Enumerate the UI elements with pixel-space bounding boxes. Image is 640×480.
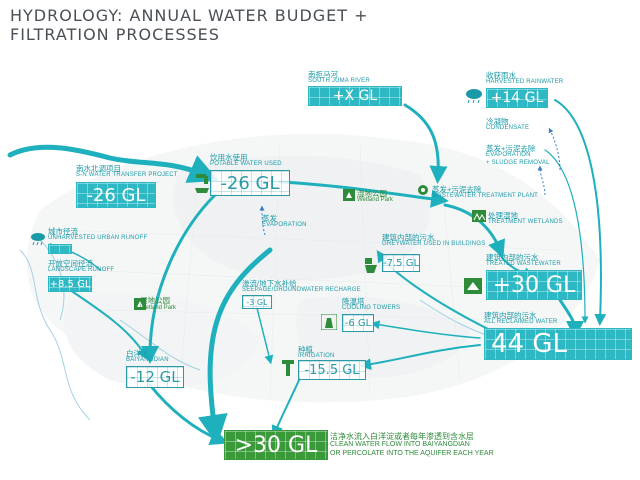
rainwater-en: HARVESTED RAINWATER: [486, 79, 564, 85]
urban-runoff-en: UNHARVESTED URBAN RUNOFF: [48, 235, 148, 241]
evap-arrow-3: [259, 205, 266, 236]
irrigation-value: -15.5 GL: [298, 360, 366, 380]
rain-cloud-icon: [466, 89, 482, 104]
urban-runoff-bar: [48, 244, 72, 254]
toilet-icon: [365, 258, 377, 273]
greywater-value: -7.5 GL: [382, 254, 420, 272]
potable-value: -26 GL: [210, 170, 290, 196]
wastewater-plant-en: WASTEWATER TREATMENT PLANT: [432, 193, 538, 199]
evap-sludge-en2: + SLUDGE REMOVAL: [486, 160, 550, 166]
baiyangdian-value: -12 GL: [126, 366, 184, 388]
flow-bai-to-clean: [148, 383, 229, 446]
transfer-en: S-N WATER TRANSFER PROJECT: [76, 172, 178, 178]
faucet-icon: [195, 174, 209, 193]
clean-flow-cn: 洁净水流入白洋淀或者每年渗透到含水层: [330, 432, 474, 441]
rainwater-value: +14 GL: [486, 88, 548, 108]
potable-en: POTABLE WATER USED: [210, 161, 282, 167]
urban-runoff-cn: 城市径流: [48, 227, 78, 236]
treated-water-icon: [464, 278, 482, 294]
wetland-park-1-en: Wetland Park: [357, 197, 393, 203]
baiyangdian-cn: 白洋淀: [126, 349, 149, 358]
evaporation-en: EVAPORATION: [262, 222, 307, 228]
cooling-value: -6 GL: [342, 314, 374, 332]
cooling-cn: 降温塔: [342, 297, 365, 306]
cooling-en: COOLING TOWERS: [342, 305, 401, 311]
clean-flow-en2: OR PERCOLATE INTO THE AQUIFER EACH YEAR: [330, 450, 494, 457]
flow-reclaimed-to-irrigation: [359, 344, 481, 371]
evaporation-cn: 蒸发: [262, 214, 277, 223]
treated-wastewater-cn: 建筑内部的污水: [486, 253, 539, 262]
flow-irrigation-to-clean: [271, 377, 301, 438]
evap-arrow-2: [537, 165, 546, 196]
greywater-en: GREYWATER USED IN BUILDINGS: [382, 241, 486, 247]
seepage-en: SEEPAGE/GROUNDWATER RECHARGE: [242, 287, 361, 293]
irrigation-cn: 种植: [298, 345, 313, 354]
irrigation-en: IRRIGATION: [298, 353, 335, 359]
landscape-runoff-en: LANDSCAPE RUNOFF: [48, 267, 115, 273]
wetland-park-2-icon: [134, 298, 146, 310]
flow-condensate: [544, 149, 589, 324]
wetland-park-icon: [343, 189, 355, 201]
gear-icon: [418, 185, 428, 195]
landscape-runoff-cn: 开放空间径流: [48, 259, 93, 268]
flow-reclaimed-to-cooling: [370, 320, 481, 339]
transfer-cn: 南水北调项目: [76, 164, 121, 173]
sprinkler-icon: [282, 360, 294, 376]
wetland-park-1-cn: 湿地公园: [357, 189, 387, 198]
flow-landscape: [69, 289, 149, 361]
treatment-wetlands-cn: 处理湿地: [488, 211, 518, 220]
wetland-park-2-en: Wetland Park: [140, 305, 176, 311]
evap-sludge-cn: 蒸发+污泥去除: [486, 144, 536, 153]
greywater-cn: 建筑内部的污水: [382, 233, 435, 242]
flow-south-juma: [403, 103, 448, 184]
rainwater-cn: 收获雨水: [486, 71, 516, 80]
flow-transfer: [7, 144, 219, 183]
evap-sludge-en1: EVAPORATION: [486, 152, 531, 158]
flow-potable-down: [141, 193, 217, 364]
flow-potable-to-plant: [278, 180, 449, 208]
flow-to-clean-big: [197, 247, 273, 445]
cooling-tower-icon: [321, 314, 337, 330]
landscape-runoff-value: +8.5 GL: [48, 276, 92, 292]
condensate-cn: 冷凝物: [486, 117, 509, 126]
treated-wastewater-value: +30 GL: [486, 270, 582, 300]
clean-flow-en1: CLEAN WATER FLOW INTO BAIYANGDIAN: [330, 441, 470, 448]
wastewater-plant-cn: 蒸发+污泥去除: [432, 185, 482, 194]
seepage-cn: 渗流/地下水补给: [242, 279, 297, 288]
south-juma-cn: 南拒马河: [308, 70, 338, 79]
south-juma-value: +X GL: [308, 86, 402, 106]
clean-flow-value: >30 GL: [224, 430, 328, 460]
reclaimed-value: 44 GL: [484, 328, 632, 360]
diagram-title-line1: HYDROLOGY: ANNUAL WATER BUDGET +: [10, 6, 369, 25]
baiyangdian-en: BAIYANGDIAN: [126, 357, 169, 363]
treatment-wetland-icon: [472, 210, 486, 222]
reclaimed-en: ALL RECLAIMED WATER: [484, 319, 558, 325]
potable-cn: 饮用水使用: [210, 153, 248, 162]
urban-rain-cloud-icon: [31, 233, 45, 246]
diagram-title-line2: FILTRATION PROCESSES: [10, 25, 220, 44]
wetland-park-2-cn: 湿地公园: [140, 296, 170, 305]
treated-wastewater-en: TREATED WASTEWATER: [486, 261, 561, 267]
reclaimed-cn: 建筑内部的污水: [484, 311, 537, 320]
condensate-en: CONDENSATE: [486, 125, 530, 131]
seepage-value: -3 GL: [242, 295, 272, 309]
south-juma-en: SOUTH JUMA RIVER: [308, 78, 370, 84]
flow-rainwater: [554, 99, 607, 326]
transfer-value: -26 GL: [76, 182, 156, 208]
treatment-wetlands-en: TREATMENT WETLANDS: [488, 219, 563, 225]
